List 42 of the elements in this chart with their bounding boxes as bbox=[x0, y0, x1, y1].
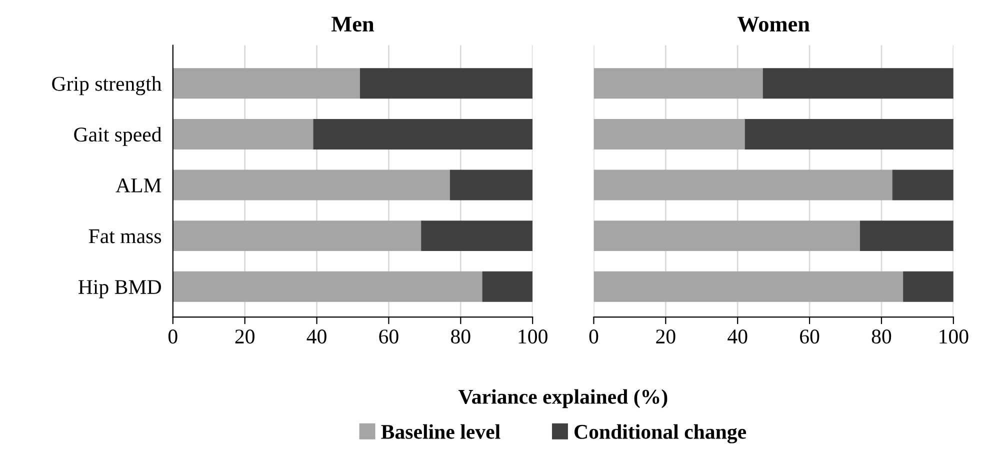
bar bbox=[313, 118, 533, 150]
bar bbox=[744, 118, 954, 150]
x-tick-label: 60 bbox=[379, 330, 398, 344]
y-tick-label: Grip strength bbox=[52, 76, 162, 96]
bar bbox=[594, 68, 763, 99]
bar bbox=[172, 220, 422, 252]
x-tick-label: 100 bbox=[940, 330, 968, 344]
legend-label: Baseline level bbox=[381, 424, 500, 439]
chart-title: Women bbox=[737, 16, 810, 32]
x-tick-label: 100 bbox=[518, 330, 548, 344]
x-tick-label: 80 bbox=[872, 330, 892, 344]
x-axis-title: Variance explained (%) bbox=[458, 389, 668, 408]
x-tick-label: 0 bbox=[589, 330, 598, 344]
bar bbox=[860, 220, 954, 252]
bar bbox=[172, 271, 482, 302]
x-tick-label: 0 bbox=[168, 330, 178, 344]
bar bbox=[360, 68, 533, 99]
x-tick-label: 60 bbox=[800, 330, 820, 344]
x-tick-label: 40 bbox=[306, 330, 326, 344]
bar bbox=[594, 170, 892, 200]
y-tick-label: Hip BMD bbox=[78, 280, 161, 298]
bar bbox=[172, 118, 314, 150]
x-tick-label: 20 bbox=[656, 330, 676, 344]
x-tick-label: 20 bbox=[235, 330, 254, 344]
bar bbox=[762, 68, 954, 99]
bar bbox=[172, 68, 360, 99]
bar bbox=[892, 170, 954, 200]
y-tick-label: Fat mass bbox=[88, 229, 162, 244]
chart-title: Men bbox=[332, 16, 374, 32]
bar bbox=[594, 118, 745, 150]
bar bbox=[482, 271, 533, 302]
bar bbox=[594, 271, 904, 302]
y-tick-label: ALM bbox=[116, 178, 162, 192]
y-tick-label: Gait speed bbox=[74, 126, 162, 146]
bar bbox=[172, 170, 450, 200]
x-tick-label: 80 bbox=[451, 330, 470, 344]
bar bbox=[421, 220, 533, 252]
bar bbox=[903, 271, 954, 302]
bar bbox=[450, 170, 533, 200]
bar bbox=[594, 220, 860, 252]
legend-label: Conditional change bbox=[574, 424, 746, 444]
x-tick-label: 40 bbox=[728, 330, 748, 344]
